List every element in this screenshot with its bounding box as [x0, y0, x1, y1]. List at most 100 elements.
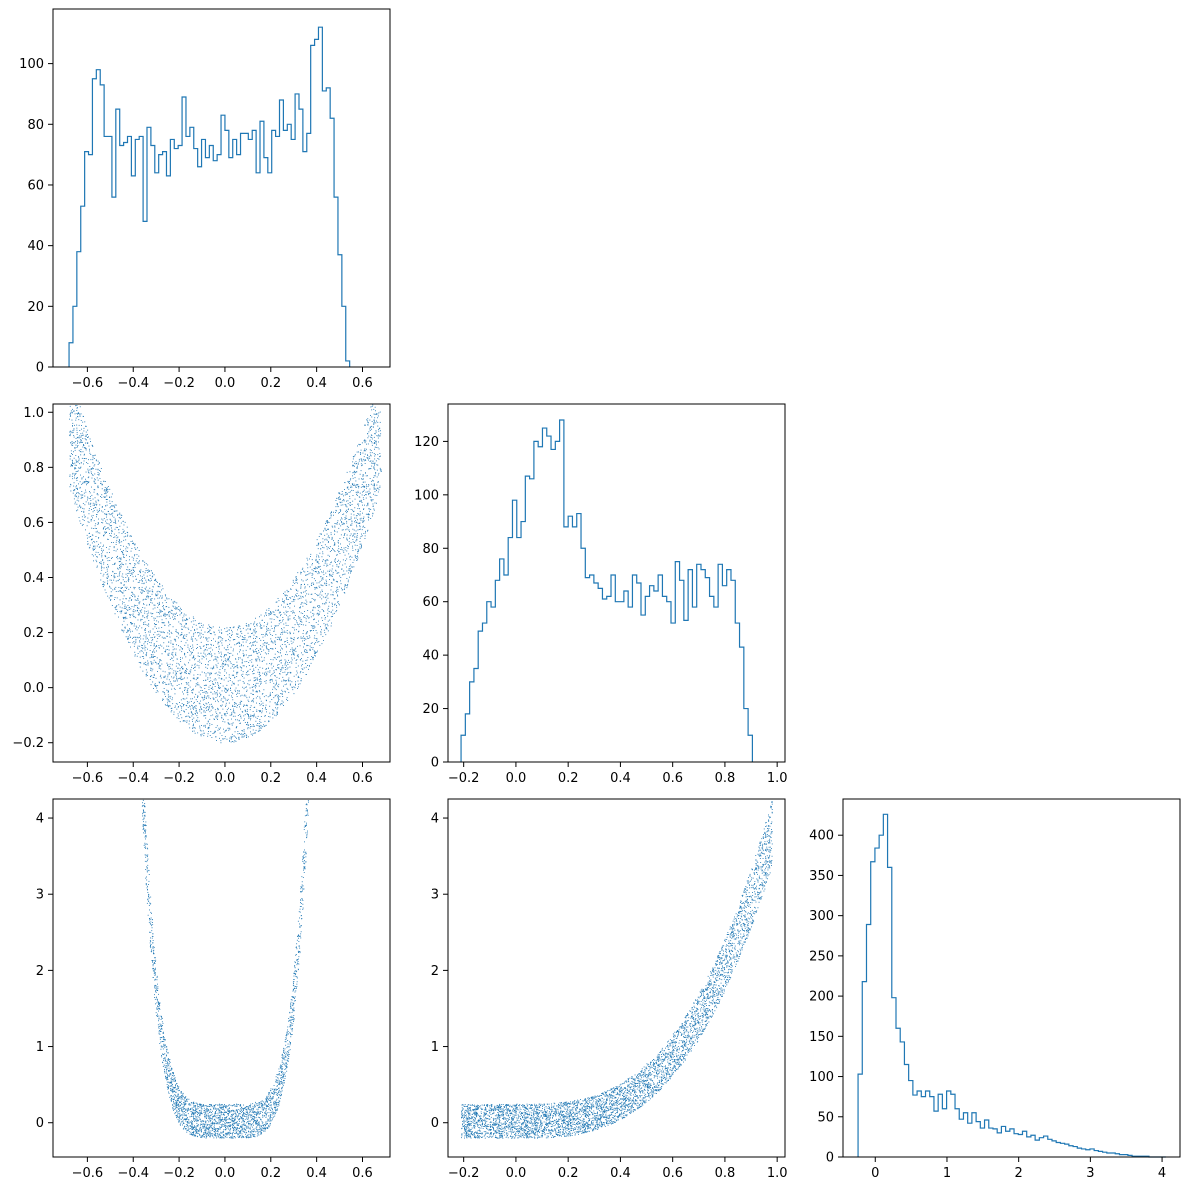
- scatter-x0-x1-point: [344, 519, 346, 520]
- scatter-x0-x1-point: [229, 656, 231, 657]
- scatter-x0-x1-point: [117, 536, 119, 538]
- scatter-x0-x1-point: [137, 614, 139, 616]
- scatter-x0-x1-point: [123, 618, 124, 620]
- scatter-x0-x1-point: [70, 413, 71, 415]
- scatter-x0-x1-point: [93, 508, 95, 509]
- scatter-x0-x1-point: [77, 461, 79, 463]
- scatter-x0-x1-point: [229, 636, 230, 638]
- scatter-x0-x1-point: [192, 636, 194, 637]
- scatter-x0-x1-point: [343, 535, 345, 536]
- scatter-x0-x1-point: [281, 689, 283, 691]
- scatter-x0-x1-point: [261, 646, 263, 648]
- scatter-x0-x1-point: [76, 407, 78, 409]
- scatter-x0-x1-point: [178, 706, 179, 707]
- scatter-x0-x1-point: [232, 674, 234, 676]
- scatter-x0-x1-point: [302, 660, 304, 662]
- scatter-x0-x1-point: [287, 672, 289, 674]
- scatter-x0-x1-point: [192, 620, 194, 622]
- scatter-x0-x1-point: [202, 697, 203, 699]
- scatter-x0-x1-point: [91, 538, 92, 540]
- scatter-x0-x1-point: [231, 737, 232, 739]
- scatter-x0-x1-point: [249, 727, 251, 729]
- scatter-x0-x1-point: [238, 690, 240, 692]
- scatter-x0-x1-point: [153, 645, 155, 647]
- scatter-x0-x1-point: [156, 650, 157, 652]
- scatter-x0-x1-point: [291, 626, 293, 628]
- scatter-x0-x1-point: [367, 486, 369, 487]
- scatter-x0-x1-point: [97, 472, 99, 473]
- scatter-x0-x1-point: [305, 651, 307, 653]
- scatter-x0-x1-point: [209, 677, 211, 679]
- scatter-x0-x1-point: [340, 534, 342, 536]
- scatter-x0-x1-point: [331, 525, 333, 527]
- scatter-x0-x1-point: [229, 627, 231, 628]
- scatter-x0-x1-point: [270, 611, 272, 613]
- scatter-x0-x1-point: [338, 512, 339, 514]
- scatter-x0-x1-point: [185, 614, 187, 616]
- scatter-x0-x1-point: [194, 663, 196, 665]
- scatter-x0-x1-point: [291, 654, 292, 656]
- scatter-x0-x1-point: [230, 627, 231, 629]
- scatter-x0-x1-point: [230, 662, 232, 664]
- scatter-x0-x1-point: [362, 518, 364, 520]
- scatter-x0-x1-point: [190, 645, 191, 647]
- scatter-x0-x1-point: [332, 573, 334, 575]
- scatter-x0-x1-point: [73, 411, 75, 412]
- scatter-x0-x1-point: [259, 710, 261, 711]
- scatter-x0-x1-point: [127, 534, 129, 536]
- scatter-x0-x1-point: [287, 642, 289, 643]
- scatter-x0-x1-point: [264, 615, 265, 617]
- scatter-x0-x1-point: [91, 468, 93, 470]
- scatter-x0-x1-point: [232, 654, 234, 656]
- scatter-x0-x1-point: [355, 520, 356, 522]
- scatter-x0-x1-point: [157, 671, 158, 672]
- scatter-x0-x1-point: [70, 442, 72, 444]
- scatter-x0-x1-point: [350, 570, 352, 572]
- scatter-x0-x1-point: [252, 665, 254, 667]
- scatter-x0-x1-point: [176, 608, 178, 610]
- scatter-x0-x1-point: [105, 490, 107, 492]
- scatter-x0-x1-point: [360, 452, 362, 454]
- scatter-x0-x1-point: [379, 485, 381, 487]
- scatter-x0-x1-point: [252, 724, 254, 725]
- scatter-x0-x1-point: [147, 597, 149, 599]
- scatter-x0-x1-point: [321, 589, 323, 591]
- scatter-x0-x1-point: [168, 679, 170, 681]
- scatter-x0-x1-point: [301, 602, 303, 604]
- scatter-x0-x1-point: [364, 442, 366, 444]
- scatter-x0-x1-point: [359, 500, 360, 502]
- scatter-x0-x1-point: [150, 668, 152, 670]
- scatter-x0-x1-point: [164, 637, 166, 639]
- scatter-x0-x1-point: [155, 580, 157, 582]
- scatter-x0-x1-point: [92, 502, 94, 504]
- scatter-x0-x1-point: [167, 704, 168, 706]
- scatter-x0-x1-point: [209, 704, 211, 706]
- scatter-x0-x1-point: [379, 456, 380, 458]
- scatter-x0-x1-point: [314, 593, 316, 594]
- scatter-x0-x1-point: [354, 542, 355, 543]
- scatter-x0-x1-point: [350, 513, 352, 515]
- scatter-x0-x1-point: [251, 725, 253, 727]
- scatter-x0-x1-point: [85, 448, 87, 450]
- scatter-x0-x1-point: [224, 670, 226, 672]
- scatter-x0-x1-point: [168, 615, 170, 617]
- scatter-x0-x1-point: [102, 546, 104, 547]
- scatter-x0-x1-point: [82, 483, 84, 484]
- scatter-x0-x1-point: [227, 665, 229, 667]
- scatter-x0-x1-point: [118, 542, 120, 544]
- scatter-x0-x1-point: [269, 663, 271, 664]
- scatter-x0-x1-point: [371, 480, 373, 482]
- scatter-x0-x1-point: [115, 608, 117, 610]
- scatter-x0-x1-point: [87, 434, 88, 435]
- scatter-x0-x1-point: [158, 630, 160, 632]
- scatter-x0-x1-point: [105, 528, 107, 529]
- scatter-x0-x1-point: [180, 673, 181, 675]
- scatter-x0-x1-point: [290, 589, 292, 590]
- scatter-x0-x1-point: [174, 608, 176, 609]
- scatter-x0-x1-point: [196, 664, 198, 666]
- scatter-x0-x1-point: [331, 570, 333, 572]
- scatter-x0-x1-point: [242, 711, 243, 713]
- scatter-x0-x1-point: [373, 480, 374, 482]
- scatter-x0-x1-point: [300, 573, 302, 575]
- scatter-x0-x1-point: [321, 594, 323, 596]
